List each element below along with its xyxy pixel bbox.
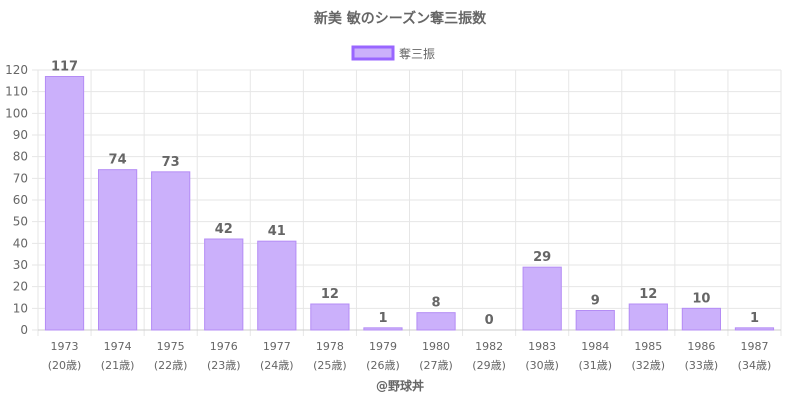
x-tick-sublabel: (21歳) (101, 359, 135, 372)
data-label-1979: 1 (378, 311, 387, 326)
x-tick-sublabel: (29歳) (472, 359, 506, 372)
data-label-1975: 73 (162, 155, 180, 170)
x-tick-label: 1982 (475, 340, 503, 353)
y-axis-ticks: 0 10 20 30 40 50 60 70 80 90 100 110 120 (5, 63, 28, 337)
x-tick-sublabel: (34歳) (738, 359, 772, 372)
x-tick-sublabel: (26歳) (366, 359, 400, 372)
x-tick-label: 1978 (316, 340, 344, 353)
credit-text: @野球丼 (376, 378, 424, 393)
bar-1976[interactable] (204, 238, 244, 331)
x-tick-sublabel: (20歳) (48, 359, 82, 372)
x-tick-label: 1986 (687, 340, 715, 353)
bars (44, 76, 775, 331)
x-tick-label: 1976 (210, 340, 238, 353)
x-tick-sublabel: (23歳) (207, 359, 241, 372)
data-label-1987: 1 (750, 311, 759, 326)
bar-1977[interactable] (257, 240, 297, 331)
x-tick-sublabel: (32歳) (632, 359, 666, 372)
bar-1979[interactable] (363, 327, 403, 331)
bar-1984[interactable] (575, 310, 615, 331)
x-tick-label: 1979 (369, 340, 397, 353)
y-tick-label: 100 (5, 106, 28, 120)
data-label-1984: 9 (591, 294, 600, 309)
data-labels: 117 74 73 42 41 12 1 8 0 29 9 12 10 1 (51, 60, 759, 329)
data-label-1985: 12 (639, 287, 657, 302)
y-tick-label: 30 (13, 258, 28, 272)
legend[interactable]: 奪三振 (351, 45, 435, 61)
bar-1985[interactable] (628, 303, 668, 331)
y-tick-label: 10 (13, 301, 28, 315)
x-tick-label: 1975 (157, 340, 185, 353)
gridlines (32, 69, 782, 336)
bar-1975[interactable] (151, 171, 191, 331)
data-label-1976: 42 (215, 222, 233, 237)
y-tick-label: 0 (20, 323, 28, 337)
x-tick-label: 1980 (422, 340, 450, 353)
data-label-1980: 8 (432, 296, 441, 311)
bar-1978[interactable] (310, 303, 350, 331)
x-tick-label: 1973 (51, 340, 79, 353)
data-label-1978: 12 (321, 287, 339, 302)
y-tick-label: 120 (5, 63, 28, 77)
data-label-1977: 41 (268, 224, 286, 239)
y-tick-label: 50 (13, 215, 28, 229)
bar-1980[interactable] (416, 312, 456, 331)
x-tick-sublabel: (25歳) (313, 359, 347, 372)
x-tick-label: 1985 (634, 340, 662, 353)
bar-1987[interactable] (734, 327, 775, 331)
bar-1983[interactable] (522, 266, 562, 331)
y-tick-label: 70 (13, 171, 28, 185)
bar-1986[interactable] (681, 307, 721, 331)
y-tick-label: 60 (13, 193, 28, 207)
y-tick-label: 20 (13, 280, 28, 294)
data-label-1982: 0 (485, 313, 494, 328)
y-tick-label: 90 (13, 128, 28, 142)
data-label-1986: 10 (692, 291, 710, 306)
x-tick-sublabel: (22歳) (154, 359, 188, 372)
chart-title: 新美 敏のシーズン奪三振数 (314, 10, 487, 27)
x-tick-label: 1984 (581, 340, 609, 353)
x-tick-sublabel: (31歳) (578, 359, 612, 372)
bar-1974[interactable] (98, 169, 138, 331)
y-tick-label: 110 (5, 85, 28, 99)
y-tick-label: 40 (13, 236, 28, 250)
bar-1973[interactable] (44, 76, 85, 331)
x-tick-sublabel: (30歳) (525, 359, 559, 372)
x-tick-label: 1983 (528, 340, 556, 353)
data-label-1973: 117 (51, 60, 78, 75)
y-tick-label: 80 (13, 150, 28, 164)
x-tick-sublabel: (33歳) (685, 359, 719, 372)
legend-label: 奪三振 (399, 46, 435, 61)
data-label-1974: 74 (109, 153, 127, 168)
legend-swatch (351, 45, 395, 61)
x-tick-sublabel: (24歳) (260, 359, 294, 372)
x-tick-sublabel: (27歳) (419, 359, 453, 372)
data-label-1983: 29 (533, 250, 551, 265)
x-tick-label: 1974 (104, 340, 132, 353)
x-tick-label: 1987 (740, 340, 768, 353)
x-tick-label: 1977 (263, 340, 291, 353)
x-axis-ticks: 1973 (20歳) 1974 (21歳) 1975 (22歳) 1976 (23歳) 1977… (48, 340, 772, 372)
